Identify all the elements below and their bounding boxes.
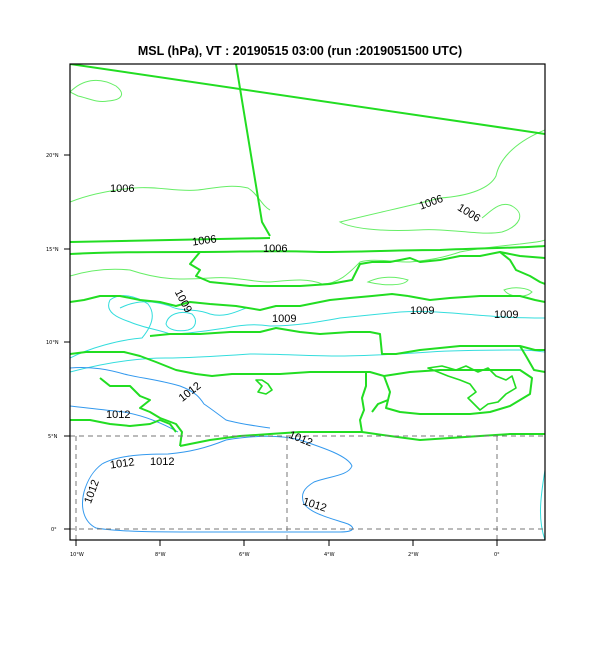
border-mid-vertical [359,372,367,433]
border-central-west [70,293,409,311]
border-north-diagonal [70,64,545,135]
contour-labels: 1006 1006 1006 1006 1006 1009 1009 1009 … [82,183,518,515]
border-sierra [70,419,177,433]
lat-label-10n: 10°N [46,340,59,346]
lake-east [427,365,517,411]
contour-label-1012: 1012 [82,478,102,505]
lon-label-6w: 6°W [239,552,250,558]
contour-label-1006: 1006 [455,202,482,225]
latitude-labels: 20°N 15°N 10°N 5°N 0° [46,153,59,533]
latitude-axis [64,154,70,530]
contour-label-1009: 1009 [410,305,434,317]
lon-label-2w: 2°W [408,552,419,558]
contour-label-1009: 1009 [494,309,518,321]
lon-label-4w: 4°W [324,552,335,558]
map-title: MSL (hPa), VT : 20190515 03:00 (run :201… [137,44,463,58]
border-east-ridge [499,251,545,285]
contour-label-1012: 1012 [106,409,130,421]
lon-label-0: 0° [494,552,500,558]
isobar-1009-east-edge [539,469,545,540]
contour-label-1012: 1012 [150,456,174,468]
lake-west [255,379,273,395]
contour-label-1006: 1006 [418,193,445,213]
lon-label-8w: 8°W [155,552,166,558]
isobar-1009-outer [70,295,545,359]
longitude-labels: 10°W 8°W 6°W 4°W 2°W 0° [70,552,500,558]
contour-label-1006: 1006 [191,233,217,248]
isobar-1012-mid [70,405,179,433]
lat-label-15n: 15°N [46,247,59,253]
contour-label-1006: 1006 [110,183,134,195]
isobar-1006-north-loop [70,79,123,102]
map-frame [69,63,546,541]
isobar-1006-inner [70,239,545,285]
isobar-1012-south-loop [82,435,354,533]
isobar-1006-east-arc [338,129,545,234]
contour-label-1006: 1006 [263,243,287,255]
border-vertical-north [235,64,271,237]
isobar-1009-inner [119,301,247,316]
lat-label-20n: 20°N [46,153,59,159]
graticule [70,435,545,540]
isobar-1012-lines [70,367,354,533]
border-east-edge [519,345,545,373]
border-sahel [189,251,545,287]
border-band-main [70,245,545,255]
isobar-1009-lines [70,295,545,540]
isobar-1012-north [70,367,271,429]
contour-label-1012: 1012 [109,456,135,471]
isobar-1006-north-band [70,185,271,211]
isobar-1009-loop [165,311,196,332]
isobar-1006-lines [70,79,545,297]
isobar-1006-east-loop [503,287,533,297]
contour-label-1012: 1012 [177,380,204,405]
lat-label-5n: 5°N [48,434,58,440]
contour-label-1009: 1009 [172,288,194,315]
isobar-1009-south [70,349,545,373]
border-central-south [149,327,545,355]
border-west-coast [99,377,183,447]
isobar-1006-loop [366,276,409,286]
border-central-east [407,295,545,303]
border-east-box [383,369,533,415]
border-west-north [70,237,271,243]
lat-label-0: 0° [51,527,57,533]
border-guinea [70,351,391,413]
contour-label-1009: 1009 [272,313,296,325]
longitude-axis [75,540,498,546]
country-borders [70,64,545,447]
lon-label-10w: 10°W [70,552,84,558]
